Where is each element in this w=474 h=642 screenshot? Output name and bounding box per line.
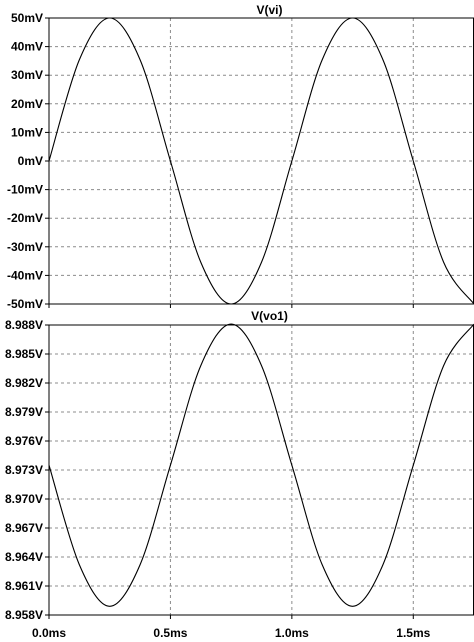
- y-tick-label: 8.967V: [5, 521, 43, 535]
- y-tick-label: 8.964V: [5, 550, 43, 564]
- y-tick-label: 8.958V: [5, 608, 43, 622]
- y-tick-label: -40mV: [7, 268, 43, 282]
- waveform-trace: [48, 323, 474, 607]
- y-tick-label: 8.985V: [5, 347, 43, 361]
- y-tick-label: 8.970V: [5, 492, 43, 506]
- x-tick-label: 1.5ms: [396, 626, 430, 640]
- y-tick-label: 10mV: [11, 125, 43, 139]
- pane-title: V(vo1): [251, 309, 288, 323]
- y-tick-label: 50mV: [11, 11, 43, 25]
- y-tick-label: 40mV: [11, 40, 43, 54]
- x-tick-label: 1.0ms: [275, 626, 309, 640]
- y-tick-label: -50mV: [7, 297, 43, 311]
- y-tick-label: 30mV: [11, 68, 43, 82]
- y-tick-label: -30mV: [7, 240, 43, 254]
- y-tick-label: 0mV: [18, 154, 43, 168]
- y-tick-label: 20mV: [11, 97, 43, 111]
- y-tick-label: -20mV: [7, 211, 43, 225]
- y-tick-label: 8.961V: [5, 579, 43, 593]
- x-tick-label: 0.5ms: [153, 626, 187, 640]
- y-tick-label: 8.988V: [5, 318, 43, 332]
- y-tick-label: 8.982V: [5, 376, 43, 390]
- y-tick-label: 8.979V: [5, 405, 43, 419]
- pane-title: V(vi): [256, 3, 282, 17]
- y-tick-label: -10mV: [7, 183, 43, 197]
- waveform-trace: [48, 17, 474, 305]
- x-tick-label: 0.0ms: [32, 626, 66, 640]
- y-tick-label: 8.976V: [5, 434, 43, 448]
- y-tick-label: 8.973V: [5, 463, 43, 477]
